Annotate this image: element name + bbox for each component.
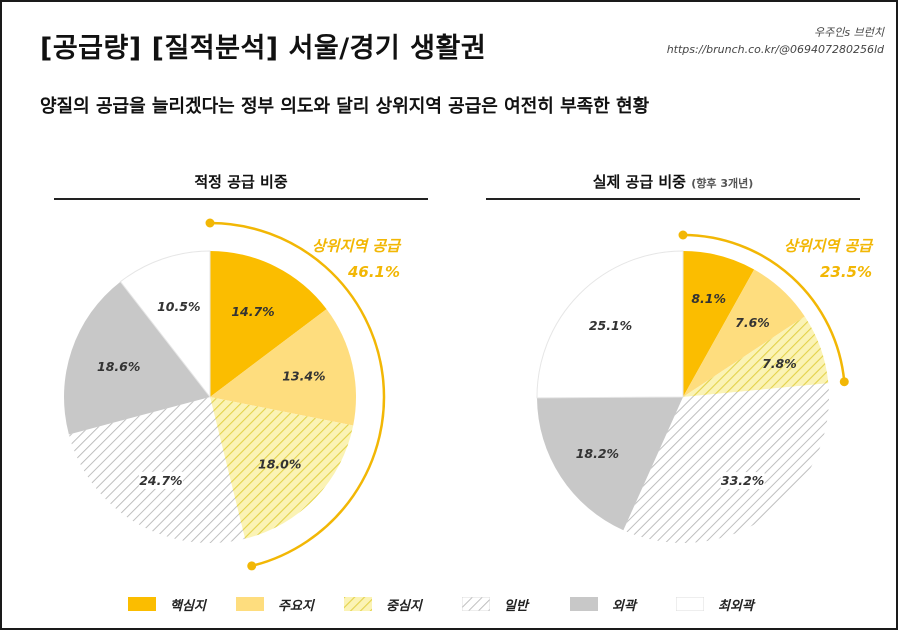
slice-label-core: 14.7%: [231, 304, 274, 319]
slice-label-core: 8.1%: [691, 291, 726, 306]
slice-label-outermost: 10.5%: [157, 299, 200, 314]
legend-label: 주요지: [278, 598, 314, 614]
legend-swatch-core: [128, 597, 156, 611]
slice-label-outer: 18.2%: [576, 446, 619, 461]
pie-chart-2: 8.1% 7.6% 7.8% 33.2% 18.2% 25.1%: [536, 230, 849, 543]
legend-item-major: 주요지: [236, 592, 314, 616]
legend-item-core: 핵심지: [128, 592, 206, 616]
page-title: [공급량] [질적분석] 서울/경기 생활권: [40, 33, 487, 64]
chart-title-right: 실제 공급 비중 (향후 3개년): [486, 171, 860, 192]
slice-label-general: 24.7%: [139, 473, 182, 488]
chart-title-text: 적정 공급 비중: [194, 173, 288, 191]
pie-slice-center: [683, 316, 829, 397]
legend-swatch-major: [236, 597, 264, 611]
slice-label-bg: [138, 471, 183, 489]
legend: 핵심지 주요지 중심지 일반 외곽 최외곽: [0, 592, 898, 616]
annotation-right: 상위지역 공급 23.5%: [722, 233, 872, 285]
annotation-label: 상위지역 공급: [311, 237, 400, 255]
pie-slice-general: [623, 383, 829, 543]
slice-label-major: 13.4%: [282, 369, 325, 384]
legend-label: 일반: [504, 598, 528, 614]
slice-label-bg: [720, 472, 765, 490]
annotation-label: 상위지역 공급: [783, 237, 872, 255]
legend-item-center: 중심지: [344, 592, 422, 616]
pie-slice-center: [210, 397, 354, 539]
credit-url: https://brunch.co.kr/@069407280256ld: [666, 43, 884, 56]
pie-slice-outer: [537, 397, 683, 531]
slice-label-outermost: 25.1%: [589, 318, 632, 333]
subtitle: 양질의 공급을 늘리겠다는 정부 의도와 달리 상위지역 공급은 여전히 부족한…: [40, 96, 650, 117]
divider-left: [54, 198, 428, 200]
annotation-arc: [209, 221, 386, 568]
pie-slice-core: [210, 251, 327, 397]
annotation-value: 46.1%: [347, 263, 400, 281]
pie-slice-outermost: [119, 250, 211, 399]
slice-label-general: 33.2%: [721, 473, 764, 488]
legend-label: 최외곽: [718, 598, 754, 614]
pie-slice-outer: [64, 281, 210, 435]
slice-label-center: 18.0%: [258, 457, 301, 472]
annotation-value: 23.5%: [819, 263, 872, 281]
legend-label: 핵심지: [170, 598, 206, 614]
legend-label: 중심지: [386, 598, 422, 614]
chart-title-note: (향후 3개년): [691, 177, 754, 190]
annotation-arc-end: [247, 561, 257, 571]
chart-title-text: 실제 공급 비중: [592, 173, 686, 191]
legend-swatch-outer: [570, 597, 598, 611]
annotation-left: 상위지역 공급 46.1%: [250, 233, 400, 285]
divider-right: [486, 198, 860, 200]
legend-item-general: 일반: [462, 592, 528, 616]
legend-label: 외곽: [612, 598, 636, 614]
legend-item-outer: 외곽: [570, 592, 636, 616]
annotation-arc-start: [678, 230, 688, 240]
credit-name: 우주인s 브런치: [814, 26, 884, 39]
slice-label-major: 7.6%: [735, 315, 770, 330]
slice-label-outer: 18.6%: [97, 359, 140, 374]
pie-slice-major: [210, 309, 357, 426]
legend-item-outermost: 최외곽: [676, 592, 754, 616]
pie-slice-general: [68, 397, 246, 543]
annotation-arc-end: [839, 377, 849, 387]
pie-slice-major: [683, 269, 805, 397]
legend-swatch-outermost: [676, 597, 704, 611]
pie-slice-core: [683, 251, 755, 397]
pie-chart-1: 14.7% 13.4% 18.0% 24.7% 18.6% 10.5%: [64, 218, 386, 571]
annotation-arc-start: [205, 218, 215, 228]
credit: 우주인s 브런치 https://brunch.co.kr/@069407280…: [667, 24, 884, 58]
slice-label-center: 7.8%: [762, 356, 797, 371]
chart-title-left: 적정 공급 비중: [54, 171, 428, 192]
annotation-arc: [682, 233, 846, 382]
legend-swatch-general: [462, 597, 490, 611]
legend-swatch-center: [344, 597, 372, 611]
pie-slice-outermost: [536, 250, 684, 399]
